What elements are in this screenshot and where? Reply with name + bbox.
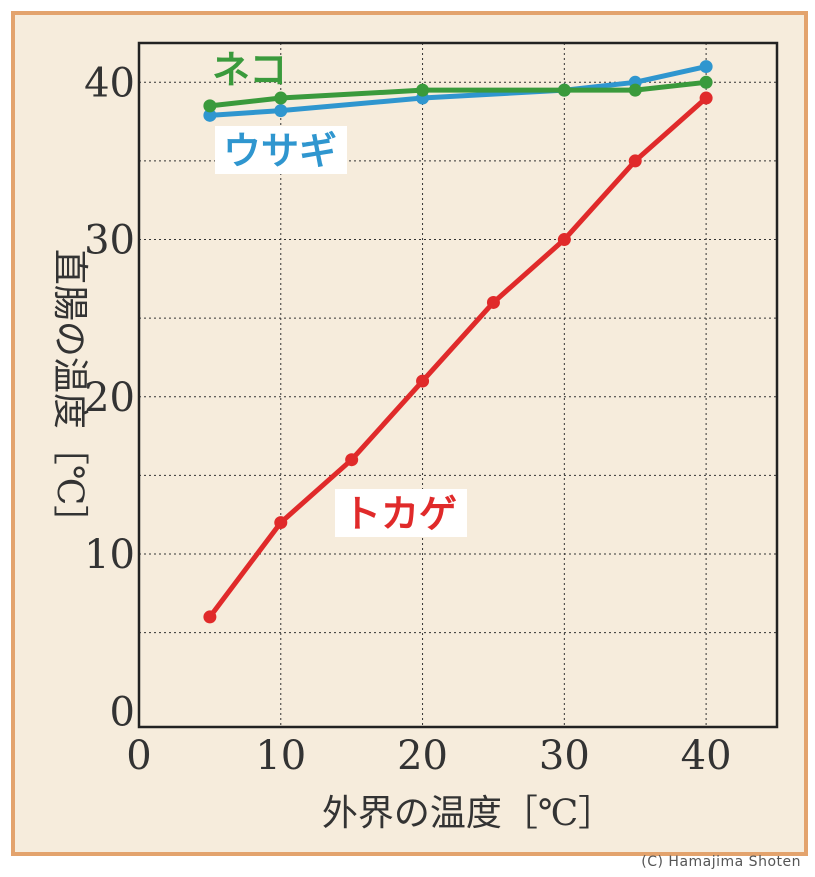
series-line — [207, 64, 709, 118]
series-2 — [203, 60, 713, 122]
data-point — [274, 91, 288, 105]
x-tick-label: 0 — [126, 733, 151, 779]
data-point — [699, 91, 713, 105]
series-label: ウサギ — [223, 129, 337, 173]
y-tick-label: 40 — [84, 60, 135, 106]
data-point — [345, 453, 359, 467]
data-point — [557, 83, 571, 97]
data-point — [203, 99, 217, 113]
data-point — [274, 104, 288, 118]
chart-frame — [11, 11, 808, 856]
x-tick-label: 40 — [681, 733, 732, 779]
data-point — [699, 60, 713, 74]
series-label: ネコ — [212, 48, 287, 92]
copyright-credit: (C) Hamajima Shoten — [641, 854, 801, 870]
y-tick-label: 20 — [84, 375, 135, 421]
y-tick-label: 10 — [84, 532, 135, 578]
data-point — [274, 516, 288, 530]
series-label: トカゲ — [343, 492, 457, 536]
data-point — [486, 295, 500, 309]
series-line — [207, 95, 709, 620]
series-1 — [203, 75, 713, 113]
data-point — [203, 108, 217, 122]
x-axis-title: 外界の温度［℃］ — [322, 793, 614, 834]
data-point — [628, 83, 642, 97]
series-layer — [203, 60, 713, 624]
x-axis-ticks: 0 10 20 30 40 — [126, 733, 731, 779]
data-point — [699, 75, 713, 89]
data-point — [416, 374, 430, 388]
data-point — [628, 154, 642, 168]
data-point — [203, 610, 217, 624]
label-backdrop — [215, 126, 347, 174]
y-tick-label: 30 — [84, 218, 135, 264]
y-axis-title: 直腸の温度［℃］ — [49, 249, 90, 541]
data-point — [416, 83, 430, 97]
label-backdrop — [335, 489, 467, 537]
y-tick-label: 0 — [110, 689, 135, 735]
plot-area — [137, 41, 779, 729]
x-tick-label: 30 — [539, 733, 590, 779]
data-point — [557, 233, 571, 247]
x-tick-label: 10 — [255, 733, 306, 779]
x-tick-label: 20 — [397, 733, 448, 779]
y-axis-ticks: 0 10 20 30 40 — [84, 60, 135, 735]
series-3 — [203, 91, 713, 624]
series-line — [207, 79, 709, 109]
